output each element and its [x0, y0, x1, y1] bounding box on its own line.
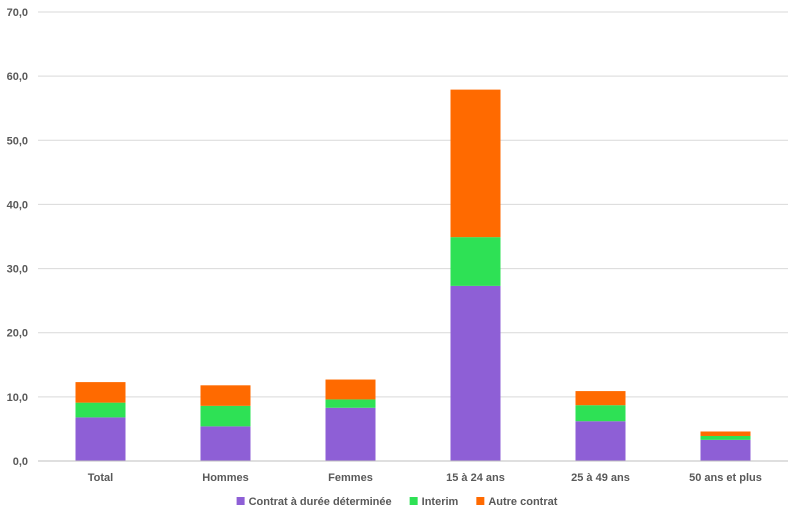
legend-label: Autre contrat	[488, 496, 557, 508]
bar-segment	[200, 405, 251, 427]
x-category-label: Total	[88, 472, 113, 484]
y-tick-label: 30,0	[7, 264, 28, 276]
y-tick-label: 40,0	[7, 199, 28, 211]
bars	[75, 89, 751, 461]
y-tick-label: 50,0	[7, 135, 28, 147]
bar-segment	[450, 285, 501, 461]
bar-segment	[575, 405, 626, 422]
bar-segment	[200, 385, 251, 406]
bar-segment	[700, 435, 751, 440]
bar-segment	[75, 417, 126, 461]
bar-segment	[325, 399, 376, 408]
bar-segment	[325, 379, 376, 400]
bar-segment	[575, 421, 626, 461]
x-axis-category-labels: Total Hommes Femmes 15 à 24 ans 25 à 49 ans 5…	[88, 472, 762, 484]
legend: Contrat à durée déterminée Interim Autre c…	[236, 496, 558, 508]
y-tick-label: 60,0	[7, 71, 28, 83]
bar-segment	[700, 431, 751, 436]
bar-segment	[75, 382, 126, 403]
legend-swatch	[236, 497, 245, 505]
x-category-label: Femmes	[328, 472, 373, 484]
bar-segment	[75, 402, 126, 418]
x-category-label: 50 ans et plus	[689, 472, 762, 484]
bar-segment	[575, 391, 626, 406]
y-tick-label: 0,0	[13, 456, 28, 468]
bar-segment	[200, 426, 251, 461]
gridlines	[38, 11, 788, 398]
x-category-label: Hommes	[202, 472, 248, 484]
bar-segment	[450, 89, 501, 238]
y-axis-tick-labels: 0,0 10,0 20,0 30,0 40,0 50,0 60,0 70,0	[7, 7, 28, 468]
y-tick-label: 10,0	[7, 392, 28, 404]
legend-swatch	[476, 497, 485, 505]
legend-label: Interim	[422, 496, 459, 508]
y-tick-label: 70,0	[7, 7, 28, 19]
bar-segment	[325, 407, 376, 461]
legend-label: Contrat à durée déterminée	[249, 496, 392, 508]
y-tick-label: 20,0	[7, 328, 28, 340]
x-category-label: 15 à 24 ans	[446, 472, 505, 484]
legend-swatch	[409, 497, 418, 505]
bar-segment	[700, 439, 751, 461]
x-category-label: 25 à 49 ans	[571, 472, 630, 484]
bar-segment	[450, 237, 501, 286]
